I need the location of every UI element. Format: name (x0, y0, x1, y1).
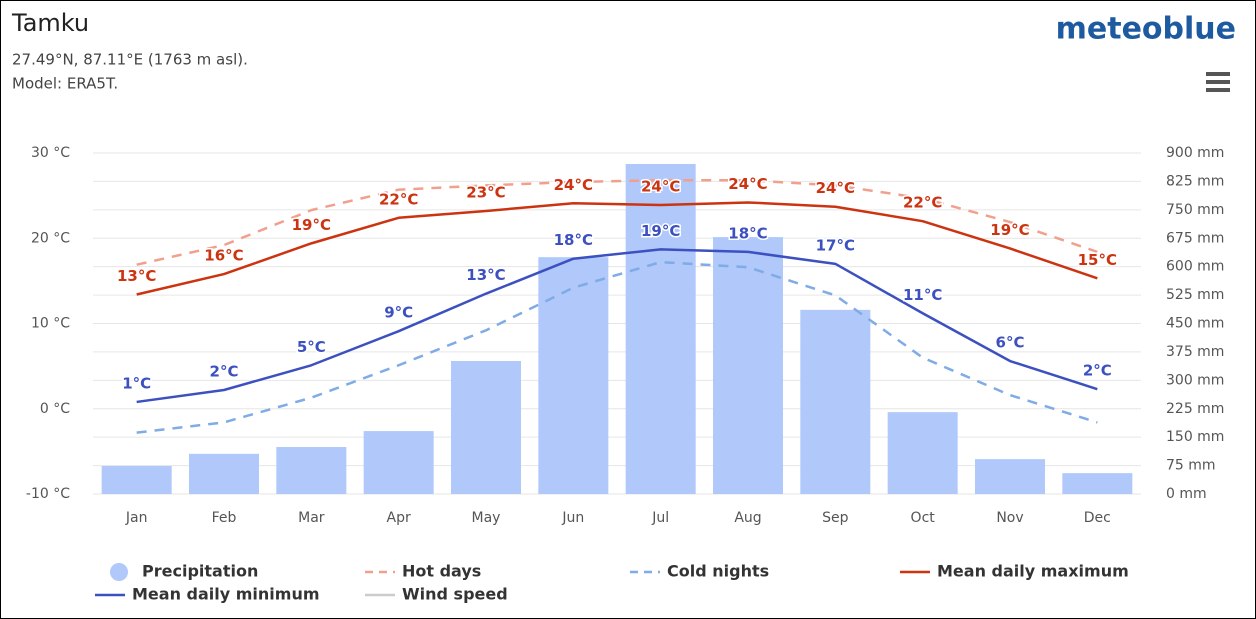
data-label: 18°C (728, 224, 767, 242)
x-tick-label: Aug (734, 510, 761, 526)
data-label: 19°C (990, 221, 1029, 239)
data-label: 13°C (117, 267, 156, 285)
legend-item[interactable]: Mean daily minimum (95, 585, 320, 604)
chart-title: Tamku (11, 9, 89, 37)
menu-button[interactable] (1206, 72, 1230, 92)
data-label: 24°C (728, 175, 767, 193)
series-line (136, 260, 1098, 434)
legend-symbol[interactable] (110, 563, 128, 581)
data-label: 13°C (466, 266, 505, 284)
precipitation-bar (625, 163, 696, 494)
data-label: 2°C (1083, 362, 1112, 380)
x-tick-label: May (472, 510, 501, 526)
y2-tick-label: 675 mm (1166, 230, 1224, 246)
data-label: 18°C (554, 231, 593, 249)
legend-item[interactable]: Hot days (365, 562, 481, 581)
y2-tick-label: 0 mm (1166, 486, 1207, 502)
brand-logo: meteoblue (1056, 12, 1236, 47)
y2-tick-label: 75 mm (1166, 458, 1216, 474)
y-tick-label: 0 °C (40, 401, 70, 417)
series-line (136, 248, 1098, 404)
x-tick-label: Feb (212, 510, 237, 526)
legend-label[interactable]: Hot days (402, 562, 481, 581)
precipitation-bar (189, 453, 259, 494)
legend-item[interactable]: Mean daily maximum (900, 562, 1129, 581)
y-tick-label: -10 °C (26, 486, 70, 502)
data-label: 6°C (996, 334, 1025, 352)
legend-label[interactable]: Wind speed (402, 585, 508, 604)
series-line (136, 201, 1098, 296)
data-label: 24°C (554, 176, 593, 194)
menu-bar[interactable] (1206, 88, 1230, 92)
precipitation-bar (363, 431, 434, 494)
y2-tick-label: 750 mm (1166, 202, 1224, 218)
precipitation-bar (975, 459, 1045, 494)
legend-label[interactable]: Mean daily maximum (937, 562, 1129, 581)
y2-tick-label: 375 mm (1166, 344, 1224, 360)
legend-item[interactable]: Precipitation (110, 562, 258, 582)
data-label: 2°C (210, 362, 239, 380)
menu-bar[interactable] (1206, 72, 1230, 76)
data-label: 9°C (384, 304, 413, 322)
y2-tick-label: 150 mm (1166, 429, 1224, 445)
x-tick-label: Apr (387, 510, 411, 526)
y2-tick-label: 225 mm (1166, 401, 1224, 417)
legend-item[interactable]: Wind speed (365, 585, 508, 604)
y2-tick-label: 600 mm (1166, 259, 1224, 275)
x-tick-label: Nov (996, 510, 1023, 526)
precipitation-bar (713, 237, 783, 494)
data-label: 1°C (122, 374, 151, 392)
menu-bar[interactable] (1206, 80, 1230, 84)
y2-tick-label: 900 mm (1166, 145, 1224, 161)
x-tick-label: Mar (298, 510, 325, 526)
precipitation-bar (451, 361, 521, 494)
x-tick-label: Sep (822, 510, 849, 526)
y-tick-label: 30 °C (31, 145, 70, 161)
y2-tick-label: 825 mm (1166, 173, 1224, 189)
x-tick-label: Jul (651, 510, 669, 526)
data-label: 22°C (379, 190, 418, 208)
precipitation-bar (800, 309, 871, 494)
x-tick-label: Jun (561, 510, 584, 526)
data-label: 24°C (641, 178, 680, 196)
data-label: 5°C (297, 338, 326, 356)
precipitation-bar (101, 465, 172, 494)
series-line (136, 179, 1098, 266)
data-label: 22°C (903, 194, 942, 212)
y2-tick-label: 525 mm (1166, 287, 1224, 303)
data-label: 24°C (816, 179, 855, 197)
subtitle: Model: ERA5T. (12, 75, 118, 93)
precipitation-bar (1062, 473, 1133, 494)
data-label: 16°C (204, 247, 243, 265)
data-label: 11°C (903, 286, 942, 304)
precipitation-bar (887, 412, 958, 494)
y-tick-label: 20 °C (31, 230, 70, 246)
legend-label[interactable]: Cold nights (667, 562, 769, 581)
subtitle: 27.49°N, 87.11°E (1763 m asl). (12, 51, 248, 69)
y-tick-label: 10 °C (31, 316, 70, 332)
x-tick-label: Oct (911, 510, 936, 526)
precipitation-bar (538, 257, 609, 494)
data-label: 17°C (816, 236, 855, 254)
precipitation-bar (276, 447, 347, 494)
legend-label[interactable]: Mean daily minimum (132, 585, 320, 604)
data-label: 19°C (641, 222, 680, 240)
data-label: 19°C (292, 216, 331, 234)
legend-label[interactable]: Precipitation (142, 562, 258, 581)
x-tick-label: Dec (1084, 510, 1111, 526)
x-tick-label: Jan (125, 510, 148, 526)
data-label: 23°C (466, 183, 505, 201)
y2-tick-label: 450 mm (1166, 316, 1224, 332)
y2-tick-label: 300 mm (1166, 372, 1224, 388)
data-label: 15°C (1078, 251, 1117, 269)
legend-item[interactable]: Cold nights (630, 562, 769, 581)
